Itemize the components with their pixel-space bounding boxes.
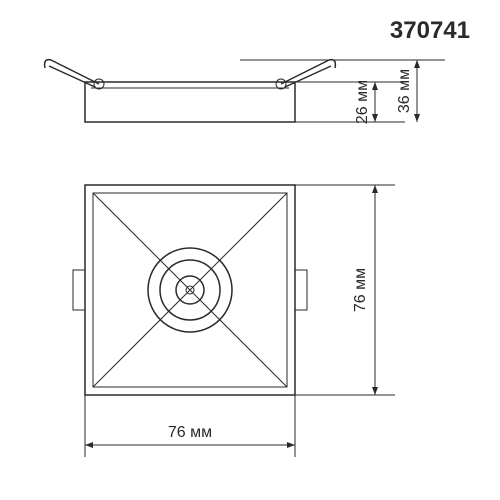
dim-label-36: 36 мм [396,69,413,113]
product-id: 370741 [390,17,470,44]
dim-label-height-76: 76 мм [352,268,369,312]
dim-label-26: 26 мм [354,80,371,124]
dim-label-width-76: 76 мм [168,424,212,441]
